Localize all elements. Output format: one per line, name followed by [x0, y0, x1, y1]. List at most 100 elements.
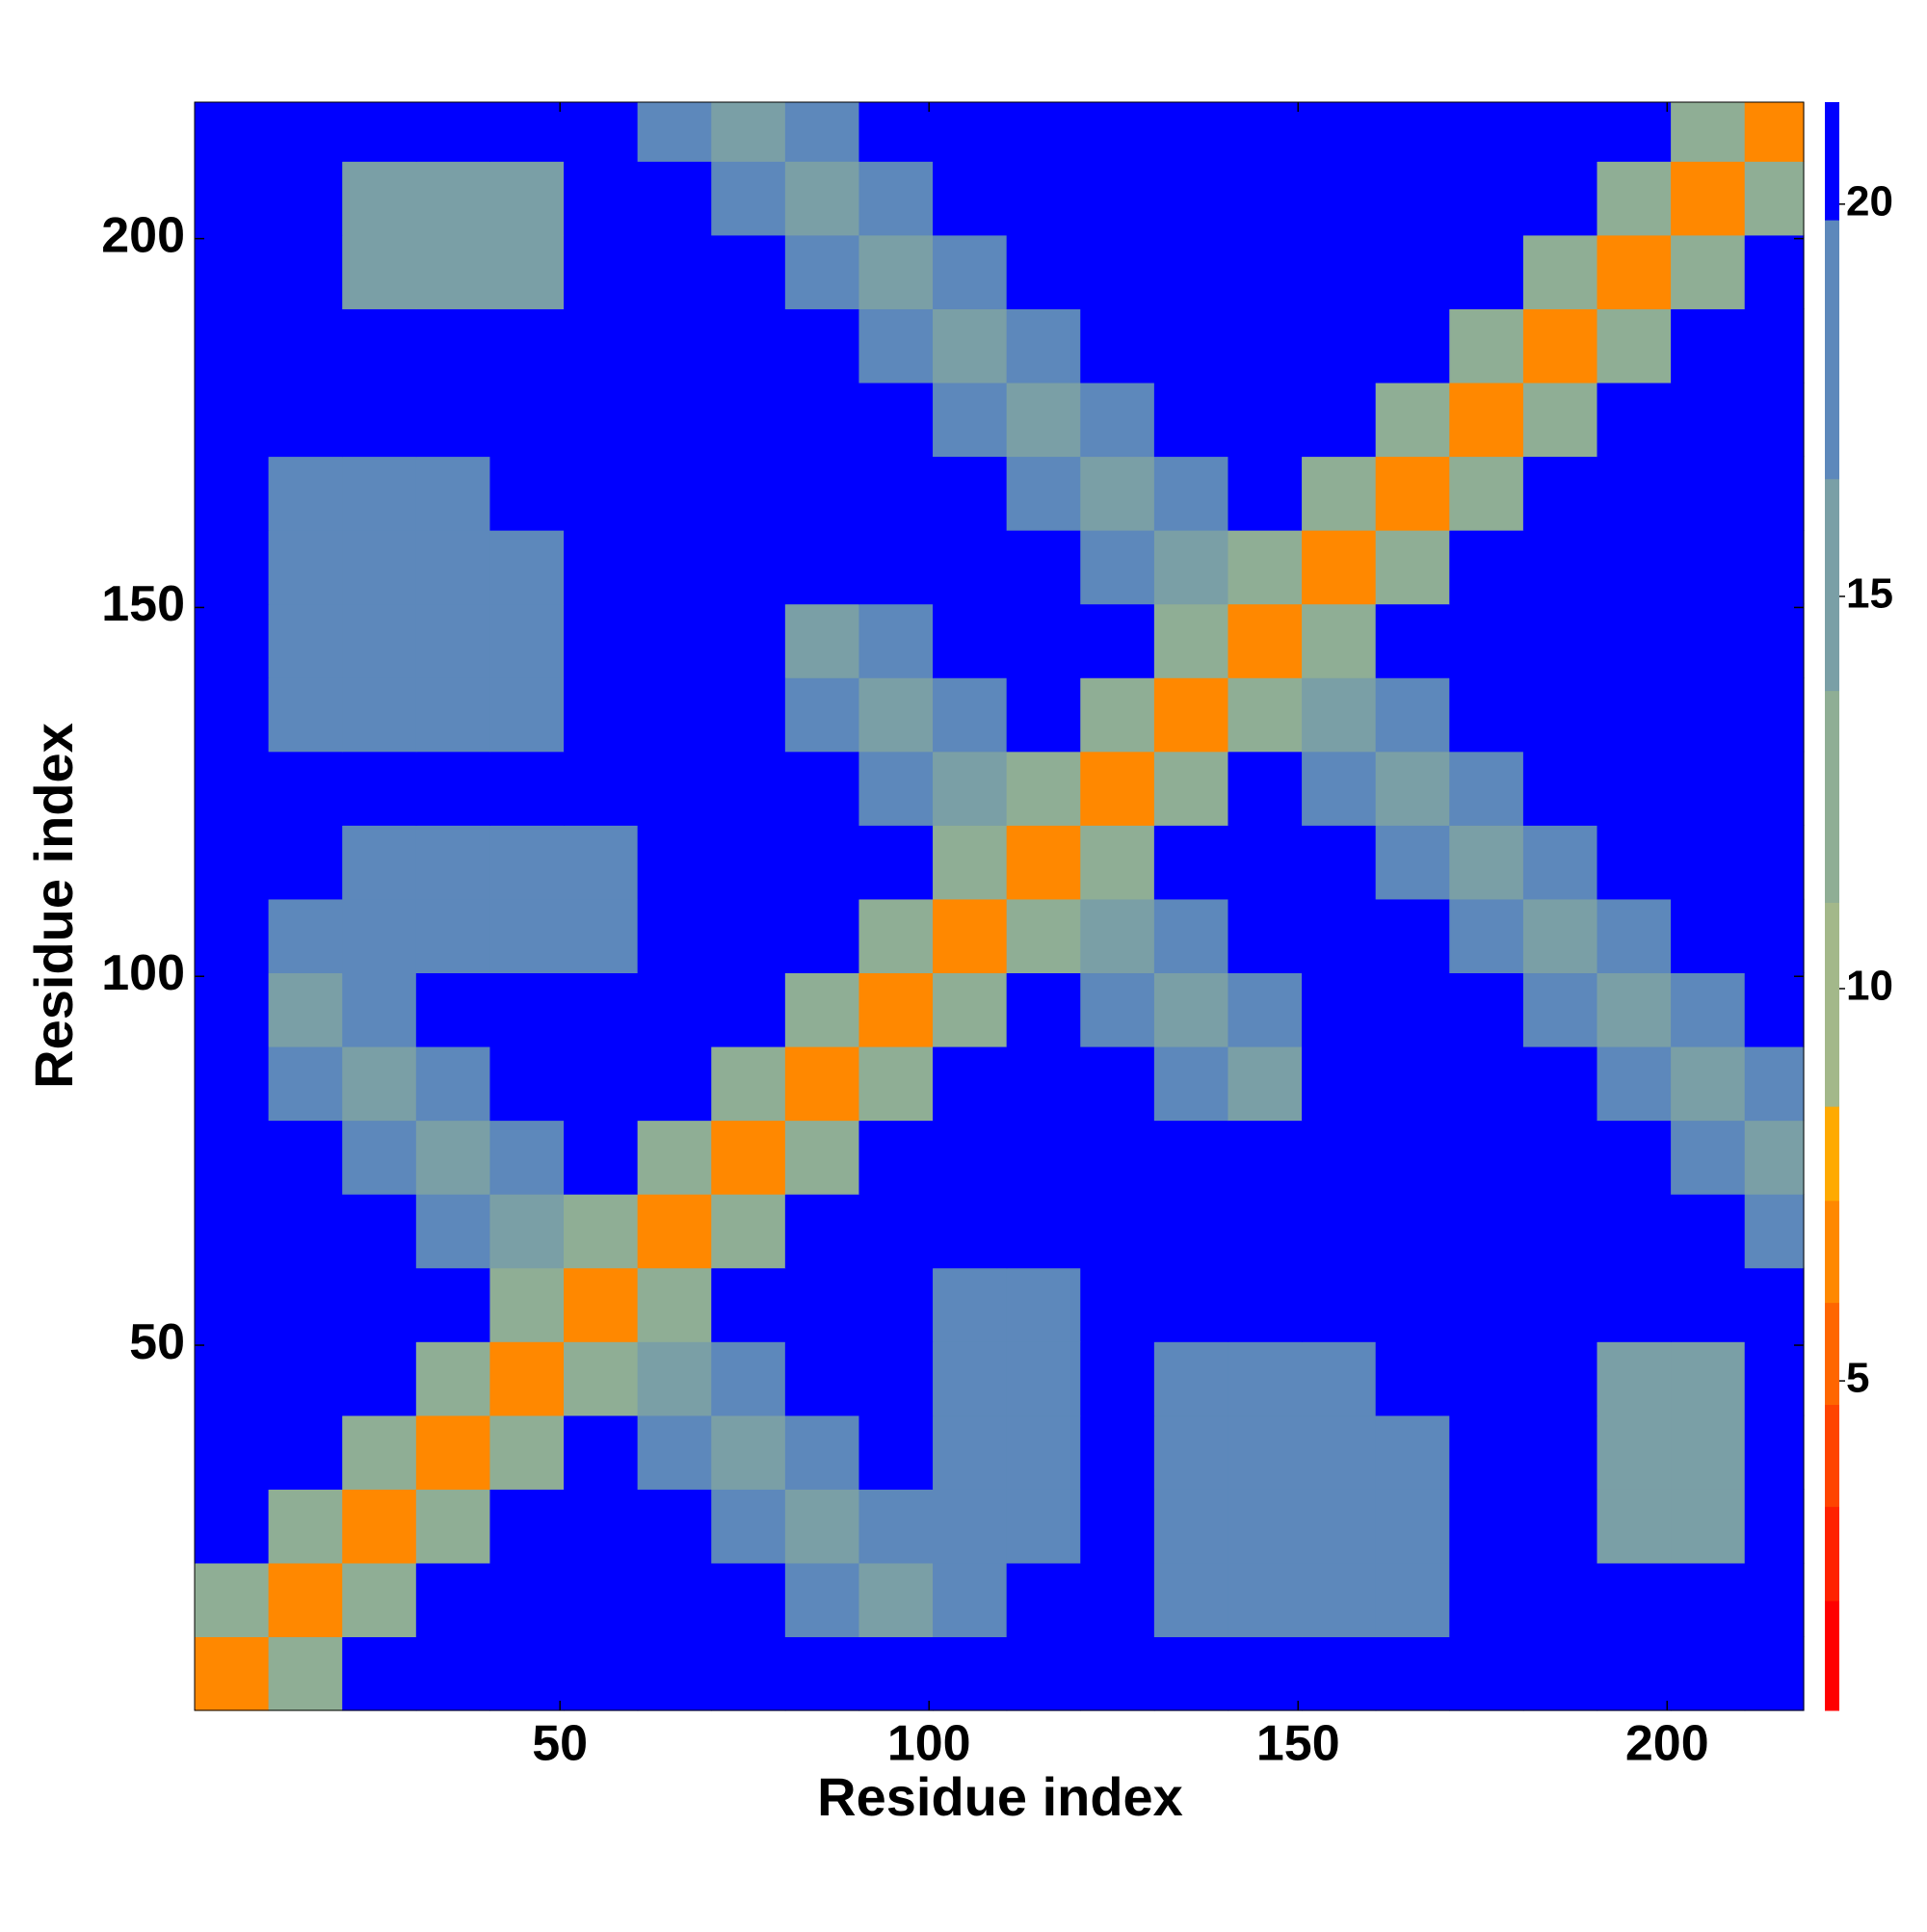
heatmap-cell — [1375, 234, 1450, 309]
heatmap-cell — [1302, 677, 1377, 753]
heatmap-cell — [1006, 1341, 1081, 1416]
heatmap-cell — [933, 603, 1008, 678]
heatmap-cell — [1006, 1267, 1081, 1342]
heatmap-cell — [637, 751, 712, 826]
heatmap-cell — [1744, 161, 1805, 236]
heatmap-cell — [1375, 1562, 1450, 1638]
heatmap-cell — [933, 1267, 1008, 1342]
heatmap-cell — [489, 456, 565, 531]
colorbar-segment — [1825, 1302, 1839, 1405]
heatmap-cell — [195, 898, 270, 974]
heatmap-cell — [342, 751, 417, 826]
heatmap-cell — [1227, 898, 1303, 974]
heatmap-cell — [1597, 161, 1672, 236]
heatmap-cell — [489, 102, 565, 162]
heatmap-cell — [342, 530, 417, 605]
heatmap-cell — [195, 530, 270, 605]
heatmap-cell — [711, 1415, 786, 1490]
heatmap-cell — [489, 825, 565, 900]
heatmap-cell — [1302, 530, 1377, 605]
heatmap-cell — [1671, 1415, 1746, 1490]
heatmap-cell — [342, 825, 417, 900]
heatmap-cell — [1227, 382, 1303, 458]
heatmap-cell — [1302, 1267, 1377, 1342]
heatmap-cell — [1449, 1194, 1524, 1269]
heatmap-cell — [933, 161, 1008, 236]
heatmap-cell — [637, 456, 712, 531]
heatmap-cell — [1006, 1489, 1081, 1564]
heatmap-cell — [637, 1267, 712, 1342]
heatmap-cell — [711, 530, 786, 605]
heatmap-cell — [1080, 102, 1155, 162]
heatmap-cell — [415, 530, 491, 605]
x-tick-label: 100 — [887, 1716, 971, 1772]
heatmap-cell — [1522, 1341, 1598, 1416]
heatmap-cell — [564, 751, 639, 826]
heatmap-cell — [564, 898, 639, 974]
heatmap-cell — [637, 161, 712, 236]
heatmap-cell — [342, 161, 417, 236]
heatmap-cell — [1671, 1045, 1746, 1122]
heatmap-cell — [415, 603, 491, 678]
heatmap-cell — [858, 308, 934, 384]
heatmap-cell — [637, 1636, 712, 1711]
heatmap-cell — [1302, 1562, 1377, 1638]
heatmap-cell — [564, 1489, 639, 1564]
heatmap-cell — [1153, 825, 1229, 900]
heatmap-cell — [1671, 972, 1746, 1047]
heatmap-cell — [1375, 972, 1450, 1047]
heatmap-cell — [1153, 530, 1229, 605]
heatmap-cell — [637, 677, 712, 753]
heatmap-cell — [1744, 1489, 1805, 1564]
heatmap-cell — [1006, 1636, 1081, 1711]
heatmap-cell — [342, 972, 417, 1047]
heatmap-cell — [415, 1562, 491, 1638]
heatmap-cell — [784, 677, 860, 753]
heatmap-cell — [564, 234, 639, 309]
heatmap-cell — [637, 1341, 712, 1416]
heatmap-cell — [1671, 234, 1746, 309]
heatmap-cell — [1522, 1489, 1598, 1564]
heatmap-cell — [268, 382, 343, 458]
colorbar-tick-label: 10 — [1846, 963, 1893, 1010]
heatmap-cell — [858, 1415, 934, 1490]
heatmap-cell — [1227, 234, 1303, 309]
heatmap-cell — [195, 1341, 270, 1416]
heatmap-cell — [1302, 825, 1377, 900]
heatmap-cell — [564, 1267, 639, 1342]
heatmap-cell — [933, 1341, 1008, 1416]
heatmap-cell — [1227, 1045, 1303, 1122]
heatmap-cell — [637, 234, 712, 309]
heatmap-cell — [1302, 161, 1377, 236]
heatmap-cell — [1006, 825, 1081, 900]
colorbar-segment — [1825, 1506, 1839, 1601]
heatmap-cell — [784, 1489, 860, 1564]
heatmap-cell — [195, 1489, 270, 1564]
heatmap-cell — [268, 1489, 343, 1564]
heatmap-cell — [711, 1341, 786, 1416]
heatmap-cell — [1449, 382, 1524, 458]
heatmap-cell — [342, 1341, 417, 1416]
y-tick-label: 150 — [101, 576, 185, 632]
heatmap-cell — [1597, 102, 1672, 162]
heatmap-cell — [1744, 1120, 1805, 1195]
heatmap-cell — [1375, 603, 1450, 678]
heatmap-cell — [1153, 308, 1229, 384]
heatmap-cell — [1375, 898, 1450, 974]
heatmap-cell — [784, 1562, 860, 1638]
heatmap-cell — [711, 102, 786, 162]
heatmap-cell — [1744, 1194, 1805, 1269]
heatmap-cell — [1522, 102, 1598, 162]
heatmap-cell — [1006, 1562, 1081, 1638]
heatmap-cell — [1744, 1267, 1805, 1342]
heatmap-cell — [1597, 456, 1672, 531]
heatmap-cell — [858, 1045, 934, 1122]
heatmap-cell — [1744, 1562, 1805, 1638]
heatmap-cell — [1522, 1636, 1598, 1711]
heatmap-cell — [415, 308, 491, 384]
heatmap-cell — [1153, 102, 1229, 162]
heatmap-cell — [489, 161, 565, 236]
heatmap-cell — [858, 1341, 934, 1416]
heatmap-cell — [1153, 1489, 1229, 1564]
